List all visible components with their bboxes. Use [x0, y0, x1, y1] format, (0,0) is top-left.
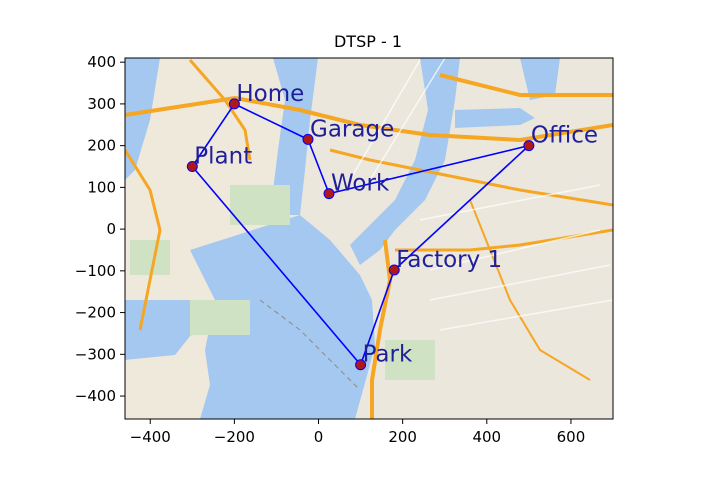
y-tick-label: −200	[75, 304, 116, 322]
route-segment	[393, 145, 530, 271]
point-marker	[186, 161, 198, 173]
x-tick-label: 200	[388, 428, 417, 446]
route-segment	[191, 103, 236, 167]
route-segment	[307, 139, 330, 194]
route-segment	[359, 269, 395, 366]
point-label: Work	[331, 171, 390, 197]
route-segment	[234, 103, 309, 141]
x-tick-label: 400	[472, 428, 501, 446]
markers	[186, 98, 535, 371]
point-label: Plant	[194, 144, 252, 170]
y-tick-label: 100	[87, 178, 116, 196]
point-label: Home	[236, 81, 304, 107]
point-marker	[388, 264, 400, 276]
map-background	[125, 58, 613, 419]
route	[191, 103, 530, 366]
point-marker	[323, 188, 335, 200]
x-tick-label: 0	[314, 428, 324, 446]
x-tick-label: −400	[130, 428, 171, 446]
x-tick-label: −200	[214, 428, 255, 446]
chart-title: DTSP - 1	[334, 32, 402, 51]
y-tick-label: 400	[87, 53, 116, 71]
y-tick-label: −400	[75, 387, 116, 405]
axes: −400 −200 0 200 400 600 400 300 200 100 0 −100 −200 −…	[75, 53, 585, 446]
route-segment	[328, 144, 530, 195]
plot-frame	[124, 57, 614, 420]
point-marker	[523, 140, 535, 152]
y-tick-label: 300	[87, 95, 116, 113]
y-tick-label: 0	[106, 220, 116, 238]
route-segment	[191, 165, 362, 366]
point-marker	[302, 133, 314, 145]
x-tick-label: 600	[557, 428, 586, 446]
point-label: Park	[363, 342, 413, 368]
y-tick-label: 200	[87, 137, 116, 155]
point-label: Garage	[310, 116, 394, 142]
y-tick-label: −300	[75, 345, 116, 363]
point-label: Factory 1	[396, 247, 502, 273]
point-marker	[228, 98, 240, 110]
point-label: Office	[531, 123, 598, 149]
y-tick-label: −100	[75, 262, 116, 280]
point-marker	[355, 359, 367, 371]
